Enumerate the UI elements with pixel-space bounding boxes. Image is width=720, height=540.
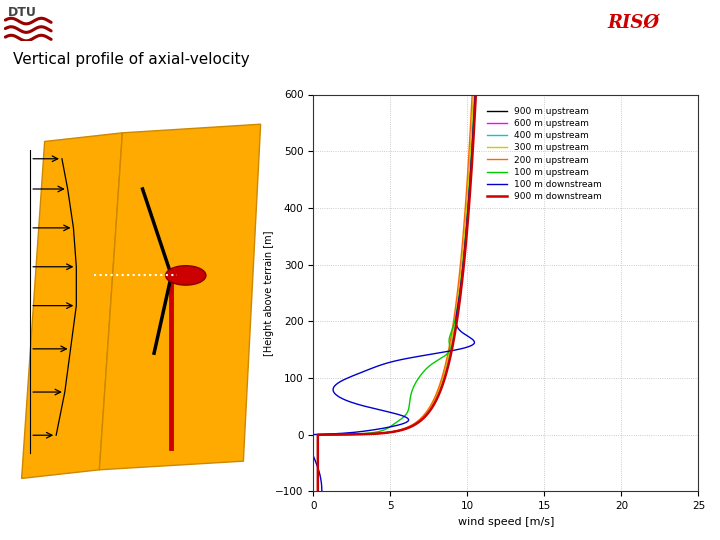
200 m upstream — [457, 247, 466, 254]
Polygon shape — [99, 124, 261, 470]
300 m upstream — [459, 235, 468, 242]
900 m upstream — [468, 146, 477, 153]
400 m upstream — [467, 146, 475, 153]
900 m upstream — [459, 258, 468, 264]
900 m upstream — [471, 91, 480, 98]
900 m downstream — [462, 235, 471, 242]
600 m upstream — [313, 488, 322, 495]
300 m upstream — [466, 146, 474, 153]
Line: 100 m downstream: 100 m downstream — [307, 94, 475, 491]
900 m downstream — [460, 258, 469, 264]
100 m downstream — [460, 247, 469, 254]
200 m upstream — [462, 187, 471, 194]
200 m upstream — [313, 488, 322, 495]
X-axis label: wind speed [m/s]: wind speed [m/s] — [458, 517, 554, 526]
Line: 900 m downstream: 900 m downstream — [318, 94, 476, 491]
300 m upstream — [459, 247, 467, 254]
100 m upstream — [460, 247, 469, 254]
600 m upstream — [464, 187, 473, 194]
400 m upstream — [313, 488, 322, 495]
Text: DTU: DTU — [8, 6, 37, 19]
100 m upstream — [313, 464, 322, 470]
400 m upstream — [459, 247, 468, 254]
100 m downstream — [462, 235, 470, 242]
100 m downstream — [459, 258, 468, 264]
100 m upstream — [313, 488, 322, 495]
Line: 400 m upstream: 400 m upstream — [318, 94, 474, 491]
600 m upstream — [460, 247, 469, 254]
600 m upstream — [467, 146, 476, 153]
600 m upstream — [313, 464, 322, 470]
Legend: 900 m upstream, 600 m upstream, 400 m upstream, 300 m upstream, 200 m upstream, : 900 m upstream, 600 m upstream, 400 m up… — [487, 107, 602, 201]
400 m upstream — [470, 91, 479, 98]
300 m upstream — [458, 258, 467, 264]
600 m upstream — [461, 235, 469, 242]
100 m downstream — [471, 91, 480, 98]
100 m downstream — [468, 146, 477, 153]
400 m upstream — [313, 464, 322, 470]
Line: 600 m upstream: 600 m upstream — [318, 94, 474, 491]
200 m upstream — [459, 235, 467, 242]
200 m upstream — [313, 464, 322, 470]
Line: 100 m upstream: 100 m upstream — [318, 94, 475, 491]
300 m upstream — [464, 187, 472, 194]
900 m upstream — [465, 187, 474, 194]
900 m upstream — [313, 488, 322, 495]
400 m upstream — [459, 258, 467, 264]
Line: 300 m upstream: 300 m upstream — [318, 94, 474, 491]
900 m upstream — [313, 464, 322, 470]
Polygon shape — [22, 133, 122, 478]
400 m upstream — [464, 187, 473, 194]
100 m upstream — [462, 235, 470, 242]
Y-axis label: [Height above terrain [m]: [Height above terrain [m] — [264, 230, 274, 356]
Ellipse shape — [166, 266, 206, 285]
100 m downstream — [318, 488, 326, 495]
300 m upstream — [313, 488, 322, 495]
900 m downstream — [472, 91, 480, 98]
Text: Vertical profile of axial-velocity: Vertical profile of axial-velocity — [13, 52, 250, 68]
600 m upstream — [470, 91, 479, 98]
900 m downstream — [461, 247, 469, 254]
Line: 200 m upstream: 200 m upstream — [318, 94, 472, 491]
900 m upstream — [462, 235, 470, 242]
100 m upstream — [459, 258, 468, 264]
100 m downstream — [313, 464, 322, 470]
900 m upstream — [460, 247, 469, 254]
300 m upstream — [469, 91, 478, 98]
100 m downstream — [465, 187, 474, 194]
400 m upstream — [461, 235, 469, 242]
Line: 900 m upstream: 900 m upstream — [318, 94, 475, 491]
100 m upstream — [465, 187, 474, 194]
900 m downstream — [313, 488, 322, 495]
200 m upstream — [468, 91, 477, 98]
Text: RISØ: RISØ — [608, 14, 660, 31]
200 m upstream — [465, 146, 474, 153]
600 m upstream — [459, 258, 467, 264]
200 m upstream — [456, 258, 465, 264]
100 m upstream — [471, 91, 480, 98]
900 m downstream — [469, 146, 477, 153]
300 m upstream — [313, 464, 322, 470]
100 m upstream — [468, 146, 477, 153]
900 m downstream — [466, 187, 474, 194]
900 m downstream — [313, 464, 322, 470]
